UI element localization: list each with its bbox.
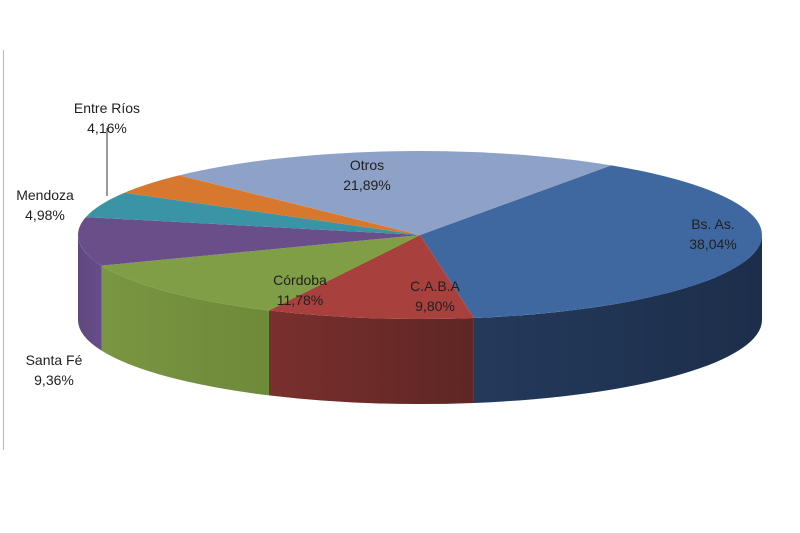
label-mendoza: Mendoza 4,98% [5, 185, 85, 225]
label-bs-as-pct: 38,04% [689, 236, 737, 252]
slice-c-a-b-a [268, 235, 474, 319]
slice-mendoza [85, 192, 421, 235]
label-otros-pct: 21,89% [343, 177, 391, 193]
label-entre-rios-name: Entre Ríos [73, 100, 141, 116]
label-entre-rios: Entre Ríos 4,16% [52, 98, 162, 138]
slice-bs-as- [420, 165, 763, 318]
label-cordoba-name: Córdoba [273, 272, 327, 288]
label-cordoba: Córdoba 11,78% [255, 270, 345, 310]
slice-side-santa-f- [78, 235, 102, 351]
label-entre-rios-pct: 4,16% [87, 120, 127, 136]
pie-sides [78, 235, 762, 405]
label-caba-pct: 9,80% [415, 298, 455, 314]
label-bs-as: Bs. As. 38,04% [668, 214, 758, 254]
label-mendoza-name: Mendoza [16, 187, 74, 203]
slice-side-bs-as- [473, 235, 762, 403]
label-caba-name: C.A.B.A [410, 278, 460, 294]
slice-c-rdoba [101, 235, 420, 311]
slice-entre-r-os [124, 175, 421, 235]
slice-side-c-rdoba [101, 265, 269, 396]
slice-otros [179, 151, 612, 235]
label-santa-fe-name: Santa Fé [25, 352, 83, 368]
label-bs-as-name: Bs. As. [691, 216, 735, 232]
label-otros-name: Otros [349, 157, 385, 173]
label-caba: C.A.B.A 9,80% [390, 276, 480, 316]
label-cordoba-pct: 11,78% [276, 292, 324, 308]
slice-side-c-a-b-a [268, 310, 474, 405]
label-mendoza-pct: 4,98% [25, 207, 65, 223]
label-santa-fe: Santa Fé 9,36% [14, 350, 94, 390]
label-otros: Otros 21,89% [312, 155, 422, 195]
label-santa-fe-pct: 9,36% [34, 372, 74, 388]
chart-border-line [3, 50, 4, 450]
slice-santa-f- [78, 217, 421, 266]
pie-tops [78, 151, 763, 319]
